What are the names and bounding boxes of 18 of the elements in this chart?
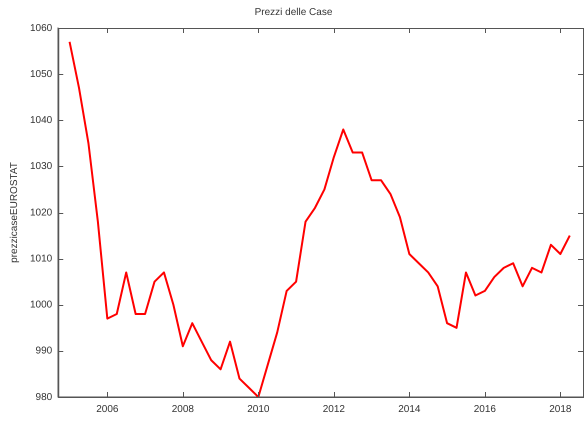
x-tick-label: 2010 xyxy=(247,404,270,415)
y-tick-label: 1050 xyxy=(30,68,53,80)
chart-title: Prezzi delle Case xyxy=(254,6,333,18)
x-tick-label: 2012 xyxy=(322,404,346,415)
y-tick-label: 1060 xyxy=(30,22,53,34)
y-tick-label: 990 xyxy=(36,346,53,357)
x-tick-label: 2016 xyxy=(474,404,496,415)
y-tick-label: 1040 xyxy=(30,115,53,126)
y-tick-label: 1030 xyxy=(30,161,53,172)
y-tick-label: 980 xyxy=(36,392,53,403)
x-tick-label: 2018 xyxy=(549,404,572,415)
y-tick-label: 1010 xyxy=(30,253,53,264)
y-tick-label: 1020 xyxy=(30,207,53,218)
x-tick-label: 2006 xyxy=(96,404,119,415)
y-axis-title: prezzicaseEUROSTAT xyxy=(8,162,20,263)
y-tick-label: 1000 xyxy=(30,300,53,310)
x-tick-label: 2008 xyxy=(172,404,194,415)
x-tick-label: 2014 xyxy=(398,404,421,415)
